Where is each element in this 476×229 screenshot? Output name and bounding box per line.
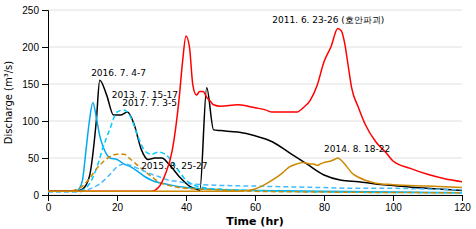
tick: 120 <box>454 195 471 213</box>
series-line <box>48 158 462 191</box>
tick-mark <box>186 195 187 201</box>
tick-label: 80 <box>319 202 331 213</box>
grid-line <box>48 84 462 85</box>
tick-label: 100 <box>385 202 402 213</box>
plot-area: 0 20 40 60 80 100 120 0 50 100 150 200 250 2016. 7. 4… <box>22 5 471 213</box>
lines <box>48 29 462 193</box>
chart: 0 20 40 60 80 100 120 0 50 100 150 200 250 2016. 7. 4… <box>0 0 476 229</box>
tick-mark <box>462 195 463 201</box>
annotation: 2017. 7. 3-5 <box>122 98 177 108</box>
y-axis: 0 50 100 150 200 250 <box>22 5 48 201</box>
tick-mark <box>255 195 256 201</box>
tick-mark <box>42 121 48 122</box>
y-axis-title: Discharge (m³/s) <box>3 61 14 144</box>
series-line <box>48 103 462 193</box>
annotation: 2011. 6. 23-26 (호안파괴) <box>272 15 384 25</box>
series-line <box>48 80 462 191</box>
tick-label: 50 <box>28 153 40 164</box>
axis-line <box>49 196 463 202</box>
annotations: 2016. 7. 4-72013. 7. 15-172017. 7. 3-520… <box>91 15 390 171</box>
tick-mark <box>42 47 48 48</box>
tick-label: 60 <box>250 202 262 213</box>
tick: 50 <box>28 153 48 164</box>
tick: 60 <box>250 195 262 213</box>
tick: 20 <box>112 195 124 213</box>
tick-mark <box>42 10 48 11</box>
tick-label: 120 <box>454 202 471 213</box>
series-line <box>48 110 462 193</box>
tick: 0 <box>33 190 48 201</box>
axis-line <box>42 11 49 196</box>
tick: 100 <box>22 116 48 127</box>
tick: 80 <box>319 195 331 213</box>
tick-mark <box>324 195 325 201</box>
grid-line <box>48 47 462 48</box>
tick-mark <box>117 195 118 201</box>
tick: 250 <box>22 5 48 16</box>
x-axis-title: Time (hr) <box>226 215 283 228</box>
series-line <box>48 29 462 192</box>
grid-line <box>48 121 462 122</box>
tick-label: 150 <box>22 79 39 90</box>
series-line <box>48 154 462 192</box>
grid <box>48 10 462 195</box>
tick-label: 250 <box>22 5 39 16</box>
series-line <box>48 164 462 192</box>
tick-label: 0 <box>33 190 39 201</box>
grid-line <box>48 10 462 11</box>
tick-label: 200 <box>22 42 39 53</box>
tick-label: 100 <box>22 116 39 127</box>
tick: 200 <box>22 42 48 53</box>
tick-label: 20 <box>112 202 124 213</box>
tick: 100 <box>385 195 402 213</box>
annotation: 2014. 8. 18-22 <box>324 144 390 154</box>
tick-mark <box>42 195 48 196</box>
tick-label: 0 <box>46 202 52 213</box>
tick: 40 <box>181 195 193 213</box>
tick: 0 <box>46 195 52 213</box>
annotation: 2015. 8. 25-27 <box>141 161 207 171</box>
tick-mark <box>393 195 394 201</box>
annotation: 2016. 7. 4-7 <box>91 68 146 78</box>
tick-mark <box>42 84 48 85</box>
tick-mark <box>42 158 48 159</box>
x-axis: 0 20 40 60 80 100 120 <box>46 195 472 213</box>
tick-label: 40 <box>181 202 193 213</box>
tick: 150 <box>22 79 48 90</box>
